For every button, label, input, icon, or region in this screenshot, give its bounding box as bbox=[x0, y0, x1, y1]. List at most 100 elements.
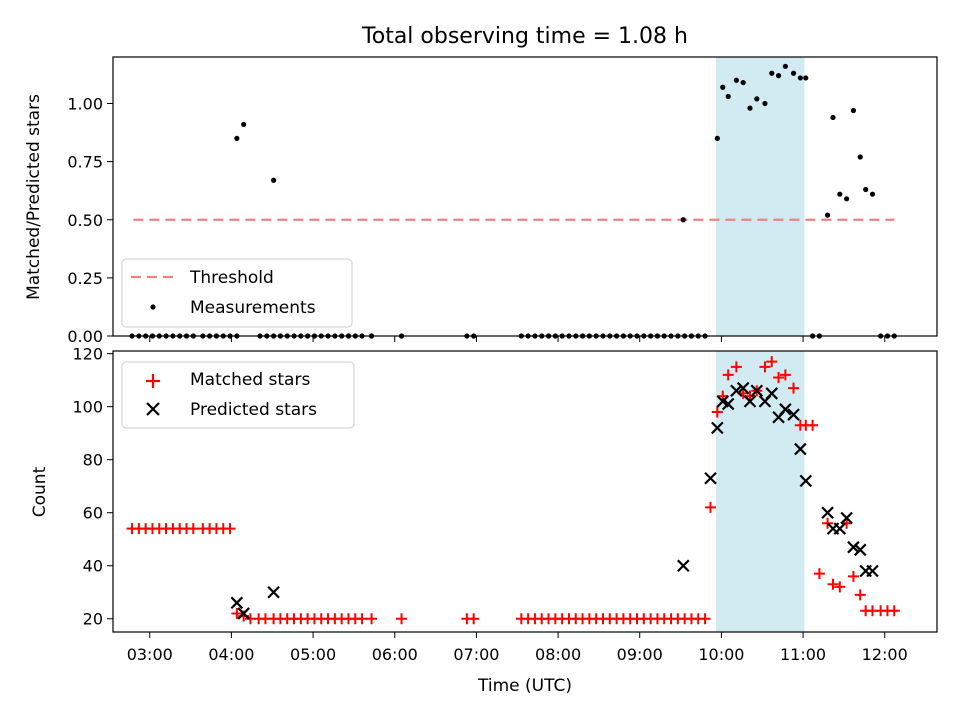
matched-star-point bbox=[231, 607, 243, 619]
x-tick-label: 04:00 bbox=[208, 645, 254, 664]
predicted-star-point bbox=[704, 471, 717, 485]
matched-star-point bbox=[744, 390, 756, 402]
legend-matched-label: Matched stars bbox=[190, 370, 310, 390]
bottom-y-tick-label: 40 bbox=[83, 557, 103, 576]
measurement-point bbox=[824, 212, 831, 218]
predicted-star-point bbox=[787, 408, 800, 421]
matched-star-point bbox=[722, 369, 734, 381]
x-axis-label: Time (UTC) bbox=[477, 676, 572, 696]
measurement-point bbox=[782, 63, 788, 69]
bottom-legend-box bbox=[121, 361, 355, 429]
top-y-tick-label: 0.25 bbox=[67, 269, 103, 288]
predicted-star-point bbox=[847, 540, 860, 554]
measurement-point bbox=[747, 105, 753, 111]
matched-star-point bbox=[759, 361, 771, 373]
chart-title: Total observing time = 1.08 h bbox=[361, 24, 688, 49]
measurement-point bbox=[863, 186, 869, 193]
legend-predicted-label: Predicted stars bbox=[190, 400, 317, 420]
matched-star-point bbox=[841, 517, 853, 529]
matched-stars-points bbox=[126, 356, 900, 625]
measurement-point bbox=[234, 135, 240, 141]
bottom-y-tick-label: 60 bbox=[83, 504, 103, 523]
matched-star-point bbox=[779, 369, 791, 381]
matched-star-point bbox=[834, 581, 846, 593]
measurement-point bbox=[830, 114, 836, 121]
x-tick-label: 06:00 bbox=[372, 645, 418, 664]
matched-star-point bbox=[766, 356, 778, 368]
matched-star-point bbox=[854, 589, 866, 601]
matched-star-point bbox=[366, 613, 378, 625]
matched-star-point bbox=[807, 419, 819, 431]
measurement-point bbox=[241, 121, 247, 128]
predicted-star-point bbox=[711, 421, 724, 435]
top-y-tick-label: 0.75 bbox=[67, 153, 103, 172]
top-y-axis-label: Matched/Predicted stars bbox=[24, 94, 44, 300]
measurement-point bbox=[720, 84, 726, 90]
x-tick-label: 05:00 bbox=[290, 645, 336, 664]
top-legend-box bbox=[121, 258, 353, 328]
bottom-y-axis-label: Count bbox=[30, 466, 50, 517]
x-tick-label: 12:00 bbox=[862, 645, 908, 664]
predicted-stars-points bbox=[230, 381, 879, 620]
measurement-point bbox=[740, 79, 746, 86]
matched-star-point bbox=[788, 382, 800, 394]
bottom-x-axis: 03:00 04:00 05:00 06:00 07:00 08:00 09:00 10:00… bbox=[127, 632, 908, 664]
predicted-star-point bbox=[237, 607, 250, 620]
measurement-point bbox=[775, 73, 782, 79]
x-tick-label: 08:00 bbox=[535, 645, 581, 664]
measurement-point bbox=[869, 191, 876, 197]
predicted-star-point bbox=[866, 564, 879, 578]
legend-predicted-swatch bbox=[146, 402, 160, 416]
predicted-star-point bbox=[779, 403, 792, 416]
matched-star-point bbox=[468, 613, 480, 625]
matched-star-point bbox=[730, 361, 742, 373]
top-axes-frame bbox=[112, 56, 938, 337]
measurement-point bbox=[271, 177, 277, 183]
predicted-star-point bbox=[750, 384, 764, 398]
matched-star-point bbox=[705, 501, 717, 513]
bottom-axes-frame bbox=[112, 350, 938, 633]
bottom-y-tick-label: 100 bbox=[72, 398, 103, 417]
measurement-point bbox=[725, 93, 731, 100]
predicted-star-point bbox=[821, 506, 834, 519]
predicted-star-point bbox=[833, 522, 847, 535]
matched-star-point bbox=[699, 613, 711, 625]
measurement-point bbox=[850, 107, 857, 114]
predicted-star-point bbox=[853, 543, 867, 557]
top-y-axis: 0.00 0.25 0.50 0.75 1.00 bbox=[67, 95, 113, 346]
measurement-point bbox=[844, 196, 850, 202]
legend-measurements-label: Measurements bbox=[190, 298, 316, 318]
measurement-point bbox=[837, 191, 843, 197]
top-y-tick-label: 1.00 bbox=[67, 95, 103, 114]
predicted-star-point bbox=[721, 397, 735, 411]
measurement-point bbox=[762, 100, 768, 107]
matched-star-point bbox=[847, 570, 859, 582]
x-tick-label: 07:00 bbox=[453, 645, 499, 664]
bottom-y-tick-label: 120 bbox=[72, 345, 103, 364]
matched-star-point bbox=[396, 613, 408, 625]
predicted-star-point bbox=[840, 511, 853, 525]
predicted-star-point bbox=[794, 442, 807, 456]
predicted-star-point bbox=[230, 596, 244, 610]
matched-star-point bbox=[711, 406, 723, 418]
matched-star-point bbox=[187, 523, 199, 535]
measurement-point bbox=[857, 154, 863, 160]
top-y-tick-label: 0.00 bbox=[67, 327, 103, 346]
measurement-point bbox=[754, 96, 760, 102]
top-x-ticks bbox=[149, 336, 886, 342]
top-y-tick-label: 0.50 bbox=[67, 211, 103, 230]
measurement-point bbox=[790, 70, 797, 76]
predicted-star-point bbox=[765, 387, 779, 400]
bottom-panel: 20 40 60 80 100 120 03:00 04:00 05:00 06:00 07:00… bbox=[30, 345, 938, 696]
x-tick-label: 11:00 bbox=[780, 645, 826, 664]
legend-measurements-swatch bbox=[150, 304, 156, 310]
top-highlight-span bbox=[715, 57, 805, 336]
matched-star-point bbox=[356, 613, 368, 625]
top-panel: 0.00 0.25 0.50 0.75 1.00 Matched/Predicted s… bbox=[24, 56, 938, 346]
predicted-star-point bbox=[677, 559, 690, 573]
bottom-legend: Matched stars Predicted stars bbox=[121, 361, 355, 429]
predicted-star-point bbox=[267, 585, 280, 599]
x-tick-label: 03:00 bbox=[127, 645, 173, 664]
measurement-point bbox=[714, 135, 720, 141]
